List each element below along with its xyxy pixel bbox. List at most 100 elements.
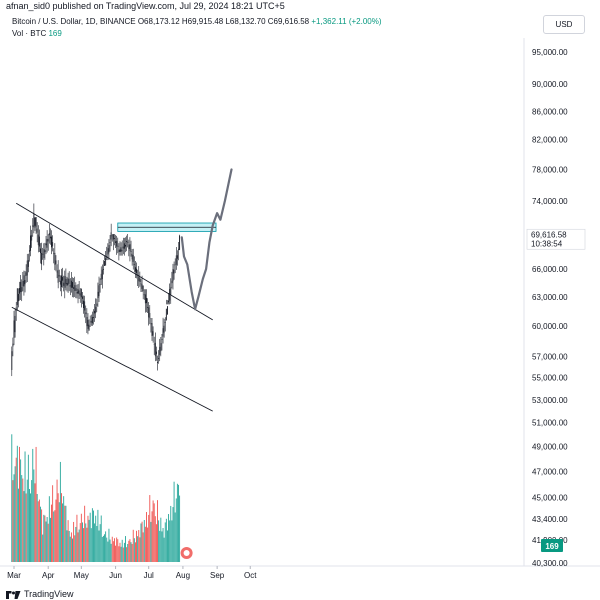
publish-caption: afnan_sid0 published on TradingView.com,…: [6, 1, 285, 11]
candle-body: [21, 287, 23, 292]
candle-body: [155, 351, 157, 355]
candle-body: [167, 306, 168, 315]
volume-bar: [87, 515, 89, 562]
candle-body: [29, 250, 30, 252]
candle-body: [153, 343, 155, 345]
countdown-label: 10:38:54: [531, 239, 563, 248]
candle-body: [160, 343, 162, 352]
time-tick-label: Oct: [244, 571, 257, 580]
candle-body: [47, 238, 49, 242]
price-tick-label: 45,000.00: [532, 493, 568, 502]
volume-bar: [31, 480, 33, 562]
volume-bar: [25, 493, 27, 562]
candle-body: [26, 260, 28, 276]
candle-body: [33, 213, 35, 228]
candle-body: [101, 269, 103, 280]
volume-bar: [111, 536, 113, 562]
volume-bar: [163, 537, 165, 562]
candle-body: [14, 315, 16, 333]
candle-body: [23, 275, 25, 287]
volume-bar: [155, 524, 157, 562]
volume-label[interactable]: Vol · BTC: [12, 29, 47, 38]
candle-body: [89, 325, 91, 327]
symbol-title[interactable]: Bitcoin / U.S. Dollar, 1D, BINANCE: [12, 17, 136, 26]
price-tick-label: 53,000.00: [532, 396, 568, 405]
candle-body: [100, 273, 102, 280]
volume-badge: [541, 539, 563, 552]
price-axis[interactable]: 95,000.00 90,000.00 86,000.00 82,000.00 78,0…: [532, 48, 568, 568]
candle-body: [127, 241, 129, 243]
candle-body: [19, 288, 20, 294]
price-tick-label: 74,000.00: [532, 197, 568, 206]
candle-body: [81, 296, 83, 299]
volume-bar: [17, 488, 19, 562]
candle-body: [136, 268, 137, 274]
candle-body: [77, 288, 79, 294]
candle-body: [118, 249, 120, 253]
candle-body: [37, 234, 39, 246]
volume-bar: [158, 520, 160, 562]
resistance-zone[interactable]: [117, 222, 217, 232]
channel-lower-line[interactable]: [11, 306, 213, 412]
volume-bar: [30, 493, 32, 562]
time-tick-label: Apr: [42, 571, 55, 580]
volume-bar: [112, 541, 114, 562]
volume-bar: [21, 475, 23, 562]
volume-bar: [110, 543, 112, 562]
last-price-label: 69,616.58: [531, 230, 567, 239]
time-tick-label: Sep: [210, 571, 225, 580]
candle-body: [116, 240, 118, 247]
footer-brand[interactable]: TradingView: [6, 589, 74, 599]
volume-bar: [41, 509, 43, 562]
candle-body: [87, 319, 89, 329]
volume-bar: [23, 491, 25, 562]
volume-bar: [117, 539, 119, 562]
candle-body: [57, 270, 59, 283]
volume-bar: [15, 457, 17, 562]
candle-body: [137, 274, 139, 276]
candle-body: [164, 322, 166, 323]
high-value: H69,915.48: [181, 17, 224, 26]
candle-body: [178, 248, 179, 250]
volume-bar: [69, 536, 71, 562]
candle-body: [59, 280, 61, 285]
channel-upper-line[interactable]: [15, 202, 213, 321]
candle-body: [149, 313, 151, 319]
volume-bar: [114, 538, 115, 562]
volume-bar: [165, 518, 167, 562]
volume-bar: [79, 523, 81, 562]
price-tick-label: 95,000.00: [532, 48, 568, 57]
candle-body: [79, 293, 81, 296]
candle-body: [31, 235, 33, 241]
candle-body: [148, 307, 150, 318]
volume-bar: [107, 541, 109, 562]
channel-lines[interactable]: [11, 202, 213, 412]
candle-body: [159, 346, 161, 355]
candle-body: [86, 316, 88, 327]
projection-line[interactable]: [180, 168, 233, 311]
candle-body: [154, 342, 156, 357]
currency-button[interactable]: USD: [543, 15, 585, 34]
time-axis[interactable]: Mar Apr May Jun Jul Aug Sep Oct: [7, 566, 257, 580]
candle-body: [97, 291, 99, 299]
volume-bar: [27, 454, 29, 562]
volume-bar: [119, 542, 121, 562]
candle-body: [73, 287, 75, 289]
volume-bar: [66, 530, 68, 562]
candle-body: [25, 272, 27, 276]
volume-bar: [29, 488, 30, 562]
volume-bar: [116, 537, 118, 562]
time-tick-label: Aug: [176, 571, 190, 580]
ohlc-legend: Bitcoin / U.S. Dollar, 1D, BINANCE O68,1…: [12, 17, 382, 26]
candle-body: [109, 242, 111, 244]
close-value: C69,616.58: [267, 17, 310, 26]
projected-path[interactable]: [180, 168, 233, 311]
volume-bar: [74, 535, 76, 562]
volume-bar: [159, 530, 161, 562]
volume-bar: [97, 509, 99, 562]
open-value: O68,173.12: [137, 17, 180, 26]
volume-bar: [19, 446, 20, 562]
change-value: +1,362.11 (+2.00%): [311, 17, 382, 26]
candle-body: [133, 263, 135, 265]
